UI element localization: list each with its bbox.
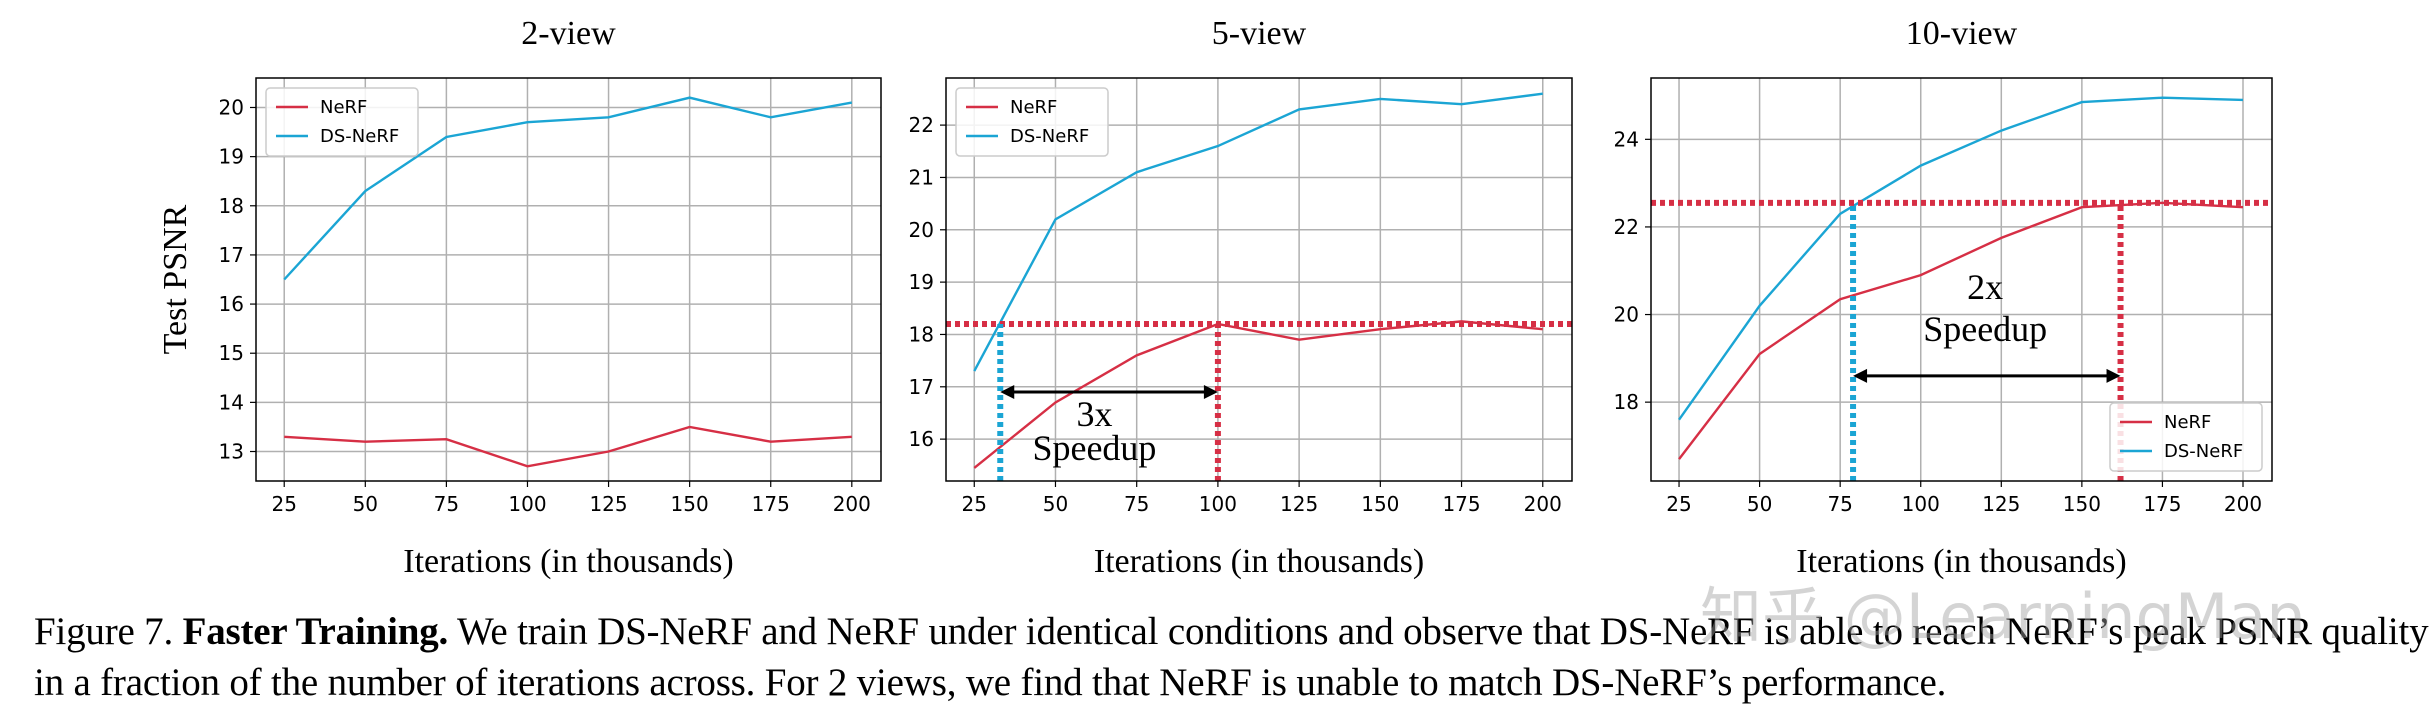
y-tick-label: 17 bbox=[909, 375, 934, 399]
series-line bbox=[973, 92, 1543, 372]
x-tick-label: 200 bbox=[2224, 492, 2262, 516]
y-tick-label: 16 bbox=[909, 427, 934, 451]
y-tick-label: 16 bbox=[219, 292, 244, 316]
annotation: 2x bbox=[1967, 267, 2003, 307]
x-tick-label: 50 bbox=[353, 492, 378, 516]
y-tick-label: 24 bbox=[1614, 127, 1639, 151]
caption-text: We train DS-NeRF and NeRF under identica… bbox=[34, 610, 2429, 704]
y-axis-label: Test PSNR bbox=[157, 204, 194, 354]
legend-label: NeRF bbox=[1010, 97, 1057, 118]
x-axis-label: Iterations (in thousands) bbox=[1094, 543, 1425, 580]
legend-label: NeRF bbox=[320, 97, 367, 118]
legend-label: DS-NeRF bbox=[1010, 126, 1089, 147]
plot-frame bbox=[255, 77, 882, 482]
x-axis-label: Iterations (in thousands) bbox=[1796, 543, 2127, 580]
legend-box bbox=[265, 87, 419, 157]
caption-bold: Faster Training. bbox=[182, 610, 449, 653]
chart-title: 2-view bbox=[521, 15, 616, 52]
legend-label: DS-NeRF bbox=[320, 126, 399, 147]
x-tick-label: 50 bbox=[1747, 492, 1772, 516]
y-tick-label: 15 bbox=[219, 341, 244, 365]
y-tick-label: 20 bbox=[1614, 303, 1639, 327]
y-tick-label: 13 bbox=[219, 440, 244, 464]
annotation: 3x bbox=[1076, 394, 1112, 434]
x-tick-label: 50 bbox=[1043, 492, 1068, 516]
chart-title: 10-view bbox=[1906, 15, 2018, 52]
annotation: Speedup bbox=[1032, 428, 1156, 468]
y-tick-label: 18 bbox=[219, 194, 244, 218]
x-tick-label: 100 bbox=[1199, 492, 1237, 516]
annotation: Speedup bbox=[1923, 309, 2047, 349]
x-tick-label: 125 bbox=[1280, 492, 1318, 516]
y-tick-label: 22 bbox=[909, 113, 934, 137]
x-tick-label: 200 bbox=[1524, 492, 1562, 516]
y-tick-label: 22 bbox=[1614, 215, 1639, 239]
figure: 2-view Iterations (in thousands) Test PSNR… bbox=[157, 15, 2273, 580]
plot-frame bbox=[945, 77, 1573, 482]
series-line bbox=[973, 320, 1543, 469]
x-tick-label: 100 bbox=[508, 492, 546, 516]
watermark: 知乎 @LearningMan bbox=[1700, 580, 2306, 653]
x-tick-label: 25 bbox=[962, 492, 987, 516]
x-tick-label: 175 bbox=[752, 492, 790, 516]
x-tick-label: 25 bbox=[1666, 492, 1691, 516]
y-tick-label: 20 bbox=[909, 218, 934, 242]
caption: Figure 7. Faster Training. We train DS-N… bbox=[34, 606, 2434, 708]
x-tick-label: 75 bbox=[1124, 492, 1149, 516]
y-tick-label: 18 bbox=[1614, 390, 1639, 414]
y-tick-label: 21 bbox=[909, 165, 934, 189]
x-tick-label: 175 bbox=[2143, 492, 2181, 516]
y-tick-label: 20 bbox=[219, 95, 244, 119]
legend-box bbox=[955, 87, 1109, 157]
x-axis-label: Iterations (in thousands) bbox=[403, 543, 734, 580]
x-tick-label: 25 bbox=[271, 492, 296, 516]
series-line bbox=[1678, 96, 2244, 421]
x-tick-label: 125 bbox=[589, 492, 627, 516]
x-tick-label: 75 bbox=[1827, 492, 1852, 516]
series-line bbox=[283, 96, 853, 281]
plot-frame bbox=[1650, 77, 2273, 482]
chart-title: 5-view bbox=[1212, 15, 1307, 52]
x-tick-label: 100 bbox=[1902, 492, 1940, 516]
legend-box bbox=[2109, 402, 2263, 472]
y-tick-label: 17 bbox=[219, 243, 244, 267]
caption-label: Figure 7. bbox=[34, 610, 174, 653]
series-line bbox=[284, 425, 852, 468]
legend-label: DS-NeRF bbox=[2164, 441, 2243, 462]
y-tick-label: 14 bbox=[219, 390, 244, 414]
x-tick-label: 150 bbox=[2063, 492, 2101, 516]
x-tick-label: 200 bbox=[833, 492, 871, 516]
x-tick-label: 150 bbox=[1361, 492, 1399, 516]
x-tick-label: 125 bbox=[1982, 492, 2020, 516]
y-tick-label: 19 bbox=[219, 145, 244, 169]
x-tick-label: 150 bbox=[671, 492, 709, 516]
y-tick-label: 19 bbox=[909, 270, 934, 294]
legend-label: NeRF bbox=[2164, 412, 2211, 433]
y-tick-label: 18 bbox=[909, 322, 934, 346]
x-tick-label: 75 bbox=[434, 492, 459, 516]
x-tick-label: 175 bbox=[1442, 492, 1480, 516]
